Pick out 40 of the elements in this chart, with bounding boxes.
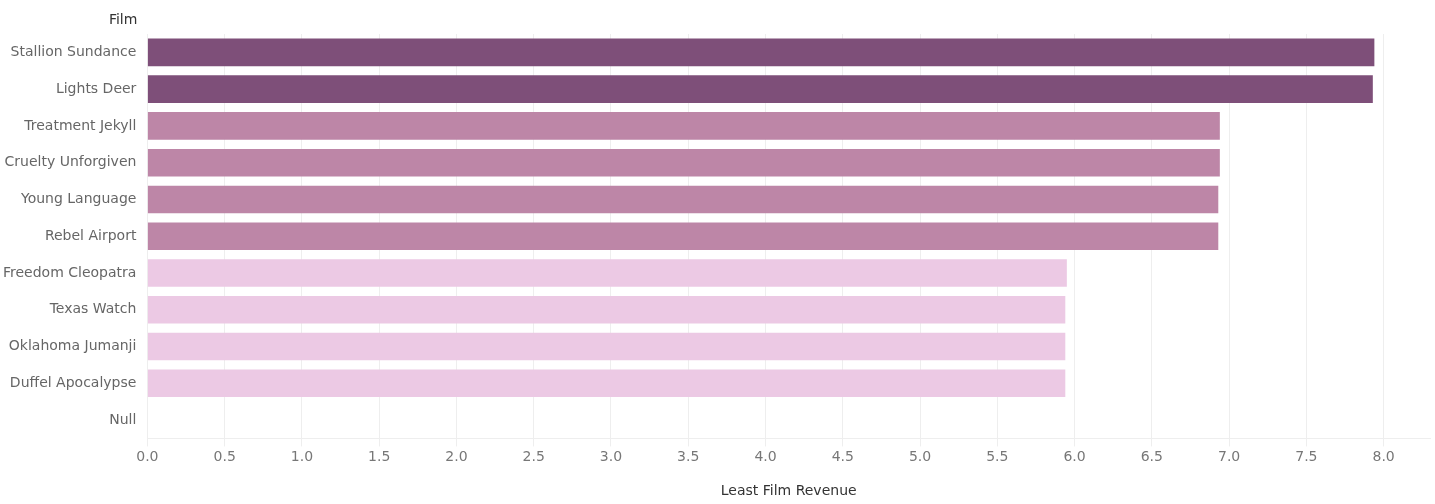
x-tick-label: 5.5: [986, 448, 1009, 465]
x-tick-label: 6.0: [1063, 448, 1086, 465]
x-tick-label: 7.0: [1217, 448, 1241, 465]
x-tick-label: 4.5: [831, 448, 854, 465]
x-tick-label: 3.0: [599, 448, 623, 465]
bar: [147, 369, 1066, 398]
x-tick-label: 1.0: [290, 448, 314, 465]
y-tick-label: Young Language: [19, 190, 137, 207]
y-tick-label: Null: [109, 410, 137, 427]
y-axis-title: Film: [108, 10, 138, 27]
bar: [147, 185, 1219, 214]
x-tick-label: 7.5: [1295, 448, 1318, 465]
y-tick-label: Treatment Jekyll: [23, 116, 137, 133]
y-tick-label: Freedom Cleopatra: [2, 263, 137, 280]
x-tick-label: 8.0: [1372, 448, 1395, 465]
y-tick-label: Oklahoma Jumanji: [8, 337, 137, 354]
bar: [147, 75, 1373, 103]
bar: [147, 38, 1375, 67]
bar: [147, 112, 1220, 140]
x-axis-title: Least Film Revenue: [720, 482, 857, 499]
bar: [147, 222, 1219, 250]
y-tick-label: Rebel Airport: [44, 226, 137, 243]
y-tick-label: Duffel Apocalypse: [9, 373, 137, 390]
x-tick-label: 5.0: [908, 448, 932, 465]
x-tick-label: 3.5: [677, 448, 700, 465]
bar: [147, 332, 1066, 361]
x-tick-label: 0.0: [136, 448, 159, 465]
y-tick-label: Texas Watch: [48, 300, 137, 317]
bar: [147, 259, 1067, 287]
bar: [147, 148, 1220, 177]
y-tick-label: Lights Deer: [55, 79, 137, 96]
y-tick-label: Stallion Sundance: [10, 43, 137, 60]
x-tick-label: 2.0: [445, 448, 468, 465]
x-tick-label: 4.0: [754, 448, 777, 465]
y-tick-label: Cruelty Unforgiven: [4, 153, 137, 170]
x-tick-label: 1.5: [368, 448, 391, 465]
bar: [147, 295, 1066, 324]
x-tick-label: 6.5: [1140, 448, 1163, 465]
x-tick-label: 2.5: [522, 448, 545, 465]
x-tick-label: 0.5: [213, 448, 236, 465]
